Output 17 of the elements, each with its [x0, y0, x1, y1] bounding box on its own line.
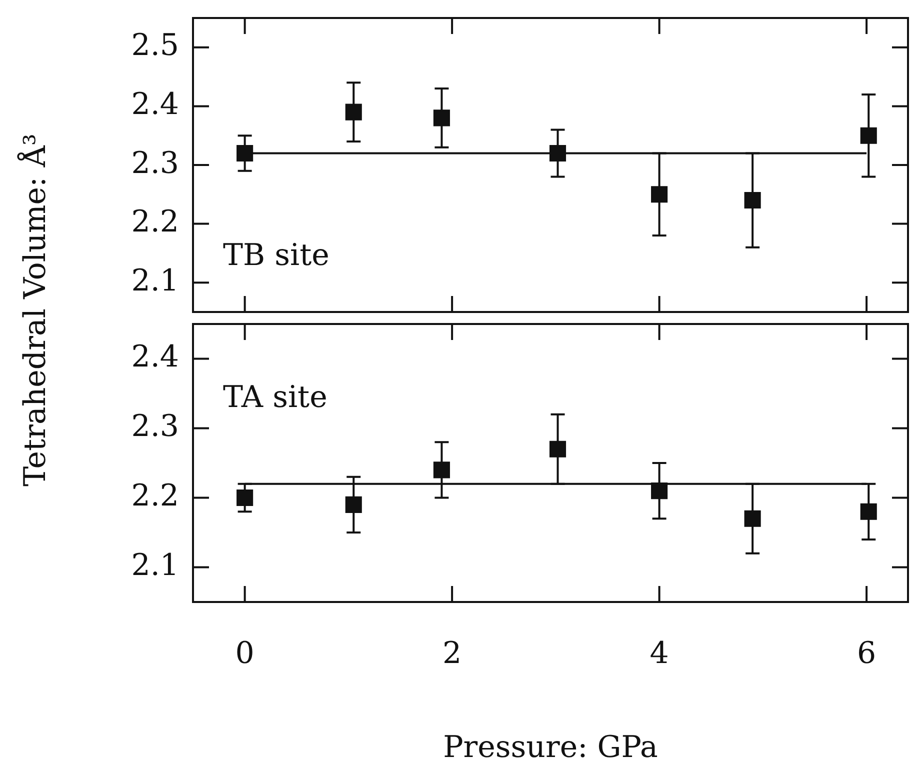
- annotation: TB site: [223, 238, 330, 273]
- y-tick-label: 2.1: [131, 263, 179, 298]
- x-tick-label: 4: [650, 636, 669, 671]
- x-tick-label: 2: [442, 636, 462, 671]
- y-tick-label: 2.5: [131, 28, 179, 64]
- y-tick-label: 2.2: [131, 204, 179, 240]
- annotation: TA site: [223, 380, 328, 415]
- y-tick-label: 2.3: [131, 146, 179, 181]
- y-tick-label: 2.4: [131, 340, 179, 375]
- y-axis-title: Tetrahedral Volume: Å³: [16, 132, 54, 488]
- x-tick-label: 0: [235, 636, 254, 671]
- y-tick-label: 2.3: [131, 409, 179, 444]
- y-tick-label: 2.1: [131, 548, 179, 584]
- y-tick-label: 2.2: [131, 478, 179, 514]
- x-axis-title: Pressure: GPa: [443, 730, 658, 765]
- x-tick-label: 6: [857, 636, 876, 671]
- y-tick-label: 2.4: [131, 86, 179, 122]
